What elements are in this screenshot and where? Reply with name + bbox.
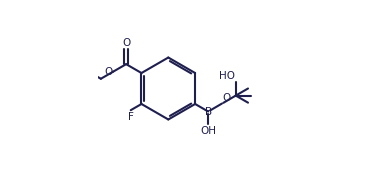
Text: HO: HO: [219, 72, 235, 81]
Text: O: O: [223, 93, 231, 103]
Text: O: O: [122, 38, 130, 48]
Text: F: F: [128, 112, 134, 122]
Text: OH: OH: [200, 126, 216, 136]
Text: O: O: [104, 67, 112, 77]
Text: B: B: [205, 107, 212, 116]
